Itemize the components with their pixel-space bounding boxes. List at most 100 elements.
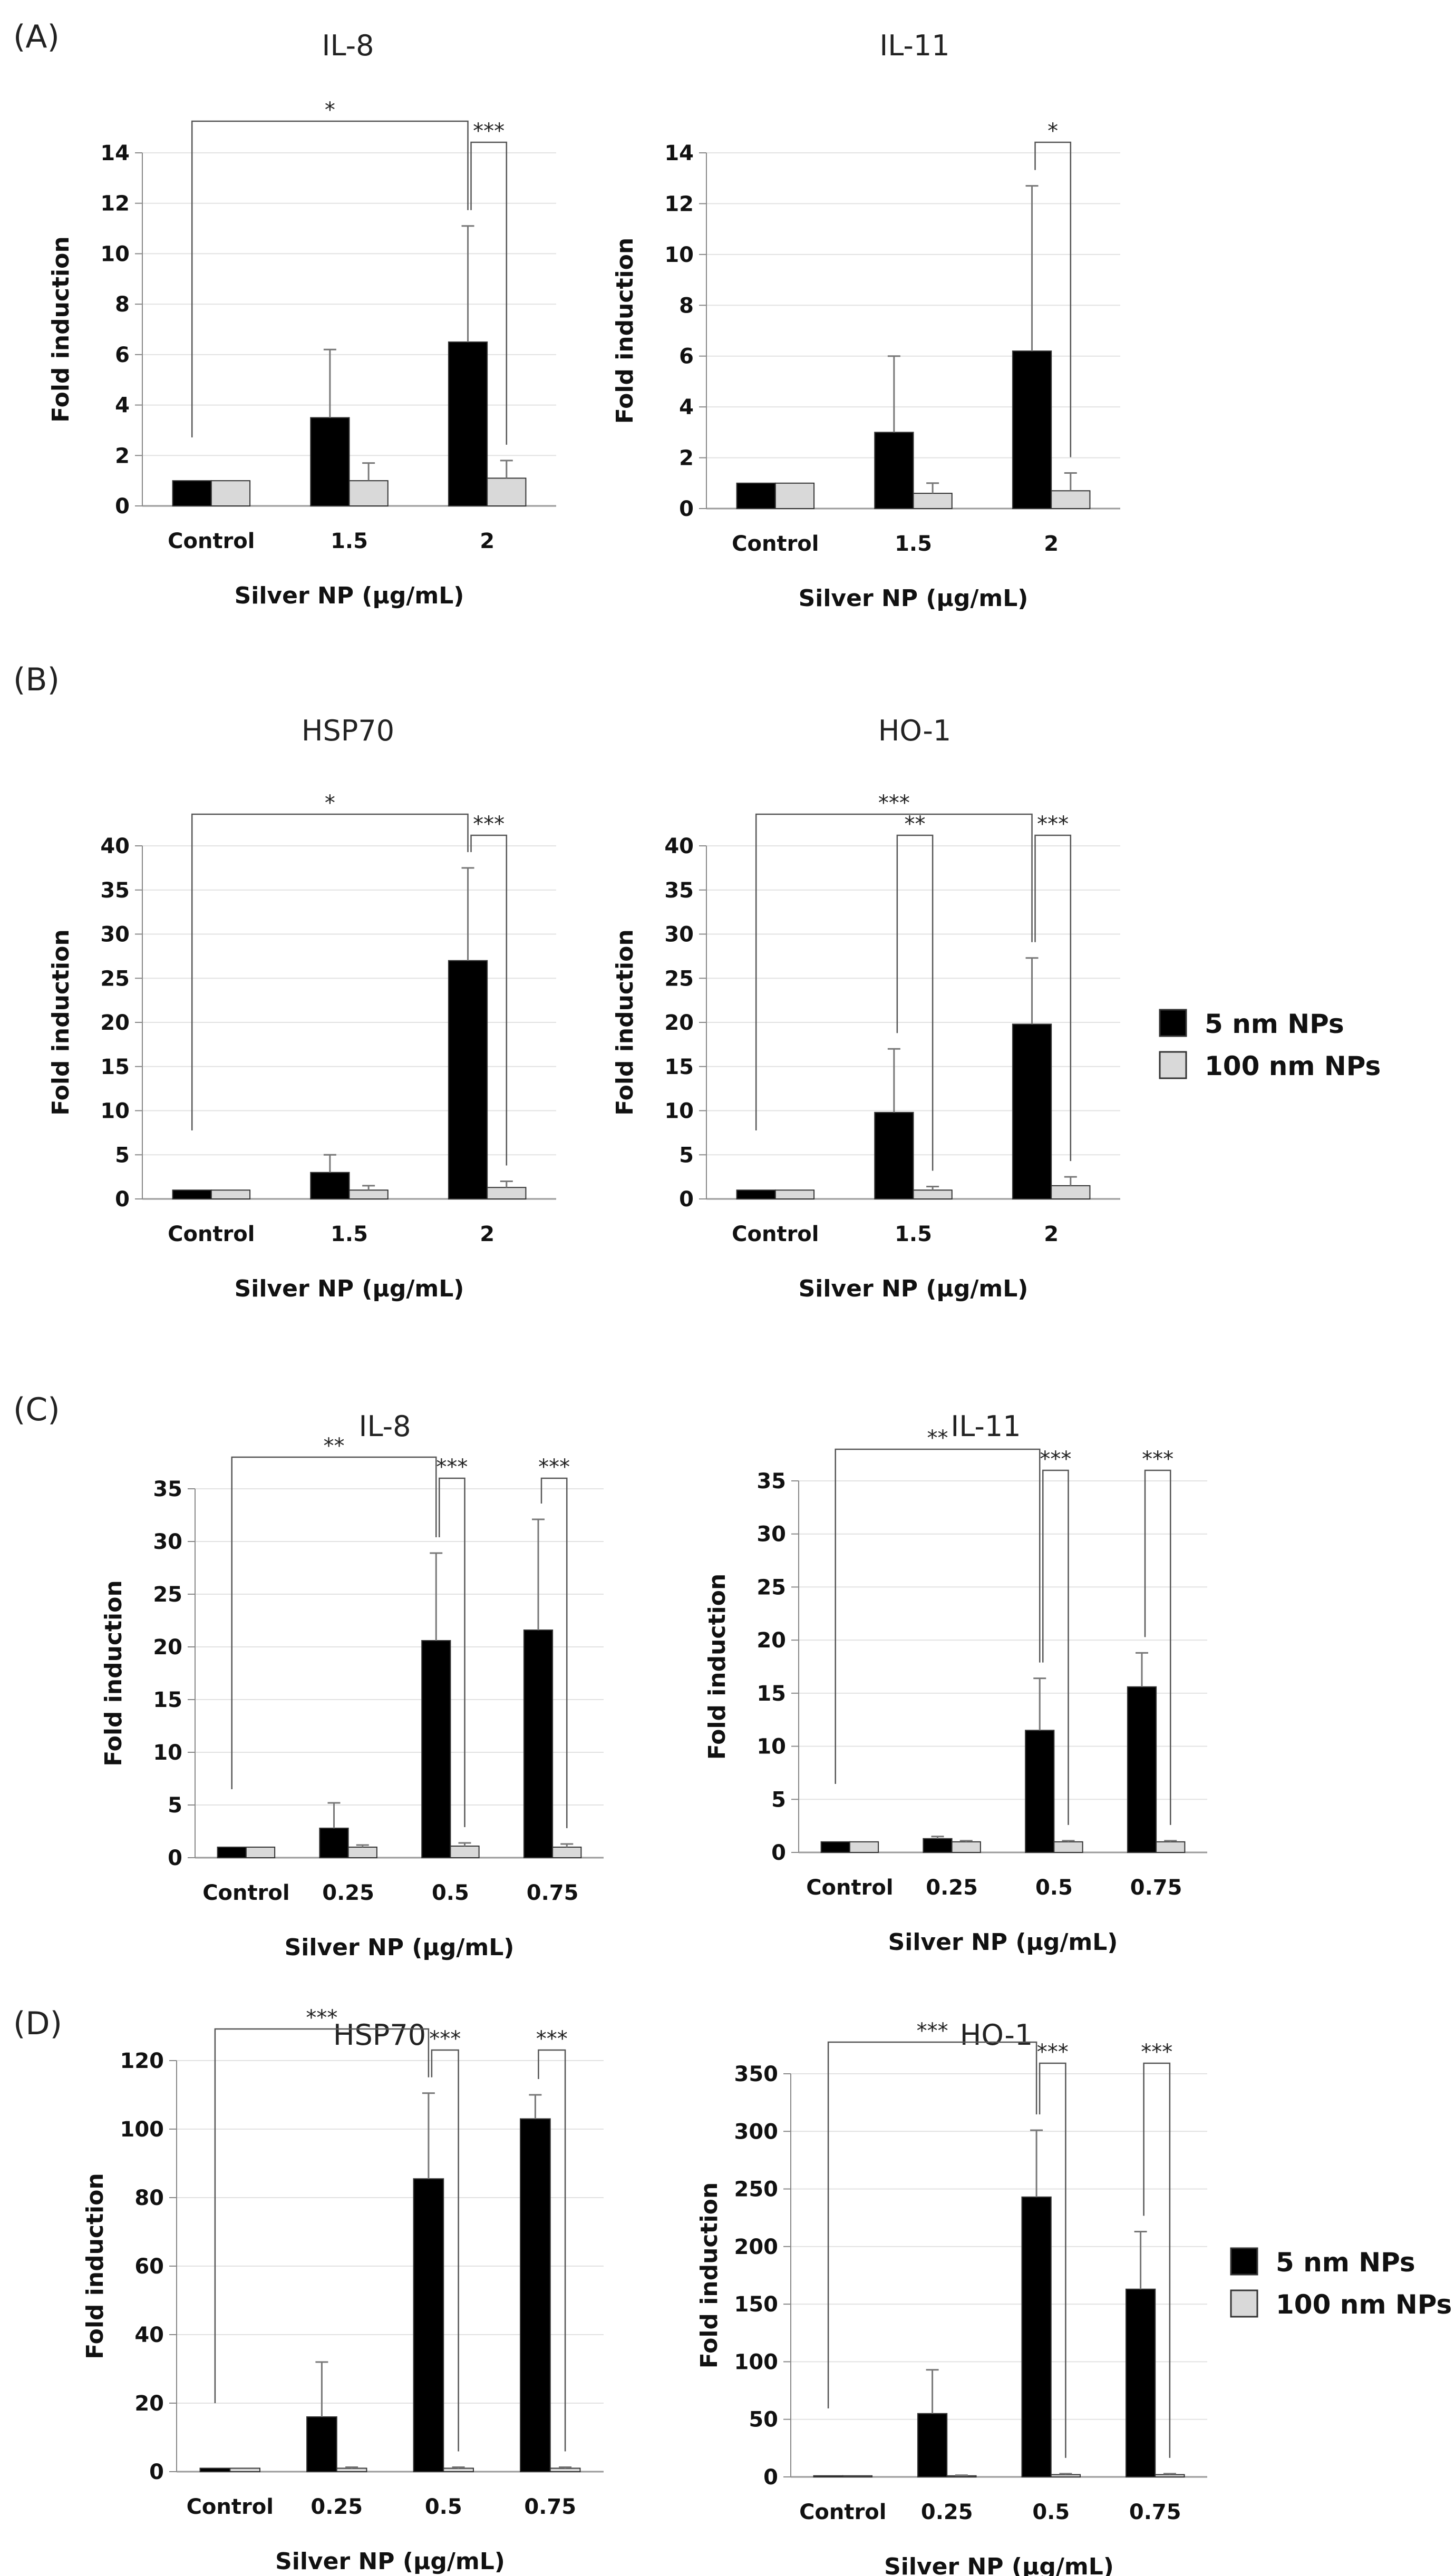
- significance-label: ***: [306, 2006, 337, 2030]
- y-tick-label: 80: [134, 2186, 164, 2210]
- significance-label: *: [325, 98, 335, 122]
- x-axis-label: Silver NP (μg/mL): [799, 1275, 1029, 1302]
- panel-label: (C): [13, 1391, 60, 1428]
- chart-3: (B) HSP70 0 5 10 15 20 25 30 35 40 Fold induction Co…: [13, 661, 556, 1302]
- bar-100nm: [552, 1847, 582, 1858]
- bar-100nm: [1051, 490, 1091, 509]
- legend-1: 5 nm NPs 100 nm NPs: [1159, 1009, 1381, 1081]
- y-tick-label: 5: [168, 1793, 182, 1818]
- y-tick-label: 15: [100, 1055, 130, 1079]
- x-tick-label: 1.5: [331, 1222, 368, 1246]
- bar-5nm: [1021, 2196, 1052, 2478]
- chart-title: IL-8: [322, 29, 374, 62]
- bar-5nm: [523, 1629, 554, 1858]
- y-tick-label: 40: [100, 834, 130, 858]
- x-axis-label: Silver NP (μg/mL): [235, 1275, 464, 1302]
- significance-bracket: [191, 120, 469, 437]
- bar-5nm: [874, 432, 914, 509]
- bar-100nm: [443, 2467, 474, 2472]
- y-tick-label: 15: [664, 1055, 694, 1079]
- chart-title: HO-1: [960, 2018, 1033, 2052]
- bar-100nm: [487, 1187, 527, 1200]
- y-axis-label: Fold induction: [696, 2182, 723, 2368]
- panel-label: (D): [13, 2005, 62, 2042]
- x-tick-label: 2: [480, 1222, 494, 1246]
- bar-100nm: [774, 1189, 815, 1199]
- bar-100nm: [1155, 2474, 1185, 2477]
- chart-title: IL-11: [879, 29, 949, 62]
- bar-100nm: [549, 2467, 581, 2472]
- y-tick-label: 20: [134, 2392, 164, 2416]
- y-tick-label: 4: [115, 394, 130, 418]
- x-tick-label: 0.75: [1130, 1876, 1182, 1900]
- x-tick-label: Control: [168, 1222, 255, 1246]
- bar-5nm: [310, 1172, 350, 1199]
- y-tick-label: 100: [734, 2350, 779, 2374]
- x-tick-label: 0.25: [311, 2495, 363, 2519]
- bar-100nm: [210, 1189, 251, 1199]
- significance-bracket: [439, 1477, 465, 1827]
- y-tick-label: 0: [679, 1187, 694, 1212]
- bar-5nm: [813, 2475, 843, 2478]
- x-tick-label: 1.5: [895, 1222, 932, 1246]
- bar-5nm: [1012, 350, 1052, 509]
- significance-label: **: [927, 1426, 948, 1450]
- bar-100nm: [913, 493, 953, 509]
- significance-label: ***: [436, 1455, 468, 1479]
- bar-5nm: [917, 2413, 948, 2477]
- chart-title: HO-1: [878, 714, 951, 747]
- y-tick-label: 150: [734, 2292, 779, 2317]
- x-tick-label: 0.75: [524, 2495, 576, 2519]
- significance-bracket: [538, 2049, 566, 2452]
- significance-bracket: [214, 2028, 430, 2403]
- significance-label: **: [905, 812, 926, 836]
- x-tick-label: 2: [1044, 532, 1059, 556]
- bar-5nm: [172, 1189, 212, 1199]
- y-tick-label: 30: [664, 923, 694, 947]
- x-tick-label: Control: [202, 1881, 289, 1905]
- significance-bracket: [755, 813, 1033, 1130]
- y-tick-label: 100: [120, 2118, 164, 2142]
- x-axis-label: Silver NP (μg/mL): [888, 1929, 1118, 1956]
- bar-5nm: [199, 2467, 231, 2472]
- y-tick-label: 250: [734, 2178, 779, 2202]
- chart-title: IL-11: [950, 1410, 1021, 1443]
- significance-label: ***: [1040, 1447, 1071, 1471]
- y-axis-label: Fold induction: [100, 1580, 127, 1766]
- significance-bracket: [470, 834, 508, 1166]
- x-tick-label: 2: [1044, 1222, 1059, 1246]
- significance-bracket: [1034, 141, 1072, 457]
- chart-6: IL-11 0 5 10 15 20 25 30 35 Fold induction Control…: [704, 1410, 1207, 1956]
- bar-5nm: [1012, 1023, 1052, 1199]
- y-tick-label: 10: [756, 1735, 786, 1759]
- significance-label: *: [325, 791, 335, 815]
- chart-7: (D) HSP70 0 20 40 60 80 100 120 Fold induction Con…: [13, 2005, 604, 2575]
- chart-title: HSP70: [302, 714, 394, 747]
- y-tick-label: 12: [100, 192, 130, 216]
- y-tick-label: 0: [115, 494, 130, 519]
- bar-100nm: [450, 1846, 480, 1858]
- chart-title: HSP70: [333, 2018, 426, 2052]
- y-tick-label: 15: [153, 1688, 182, 1712]
- chart-5: (C) IL-8 0 5 10 15 20 25 30 35 Fold induction Contr…: [13, 1391, 604, 1961]
- significance-bracket: [827, 2041, 1037, 2408]
- significance-bracket: [231, 1456, 437, 1789]
- x-tick-label: Control: [168, 529, 255, 553]
- significance-bracket: [896, 834, 934, 1171]
- y-tick-label: 8: [115, 292, 130, 317]
- y-tick-label: 35: [664, 879, 694, 903]
- bar-5nm: [874, 1111, 914, 1200]
- y-tick-label: 10: [153, 1741, 182, 1765]
- y-tick-label: 25: [664, 967, 694, 991]
- y-tick-label: 10: [100, 242, 130, 266]
- bar-100nm: [229, 2467, 260, 2472]
- bar-100nm: [347, 1847, 377, 1858]
- y-tick-label: 40: [134, 2323, 164, 2347]
- y-tick-label: 30: [756, 1523, 786, 1547]
- y-tick-label: 200: [734, 2235, 779, 2259]
- significance-label: ***: [1037, 2040, 1069, 2064]
- bar-100nm: [348, 480, 389, 507]
- significance-label: ***: [536, 2027, 568, 2051]
- significance-bracket: [1034, 834, 1072, 1162]
- legend-swatch: [1230, 2289, 1258, 2318]
